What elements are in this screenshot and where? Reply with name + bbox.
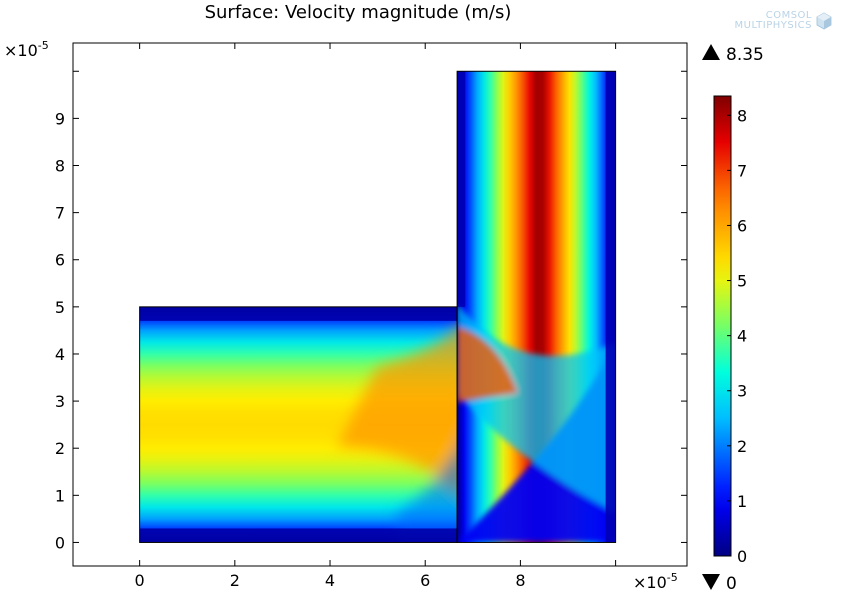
y-tick-label: 0 xyxy=(55,533,65,552)
top-wall-layer xyxy=(139,306,458,321)
y-tick-label: 7 xyxy=(55,204,65,223)
x-tick-label: 4 xyxy=(325,571,335,590)
y-tick-label: 2 xyxy=(55,439,65,458)
flow-bend-band xyxy=(337,328,458,543)
right-wall-layer xyxy=(605,71,616,543)
x-scale-exponent: -5 xyxy=(667,571,678,584)
colorbar-tick-label: 6 xyxy=(737,216,747,235)
vertical-blend xyxy=(457,302,616,543)
colorbar-tick-label: 2 xyxy=(737,437,747,456)
x-tick-label: 6 xyxy=(420,571,430,590)
y-tick-label: 5 xyxy=(55,298,65,317)
low-velocity-corner xyxy=(457,342,616,543)
colorbar-tick-label: 3 xyxy=(737,382,747,401)
vertical-channel-outline xyxy=(456,70,617,543)
y-scale-multiplier: ×10-5 xyxy=(4,39,49,60)
x-tick-label: 8 xyxy=(515,571,525,590)
logo-line-1: COMSOL xyxy=(765,10,812,21)
y-tick-label: 3 xyxy=(55,392,65,411)
x-scale-base: ×10 xyxy=(633,573,667,592)
colorbar-tick-label: 8 xyxy=(737,106,747,125)
max-triangle-icon xyxy=(702,44,720,60)
y-scale-base: ×10 xyxy=(4,41,38,60)
y-tick-label: 9 xyxy=(55,109,65,128)
y-scale-exponent: -5 xyxy=(38,39,49,52)
bottom-wall-layer xyxy=(139,528,458,543)
bend-band-2 xyxy=(397,446,458,543)
colorbar xyxy=(713,95,732,557)
bend-band-1 xyxy=(337,328,458,493)
x-tick-label: 0 xyxy=(135,571,145,590)
y-tick-label: 6 xyxy=(55,251,65,270)
logo-line-2: MULTIPHYSICS xyxy=(734,20,812,31)
vertical-channel-field xyxy=(457,71,616,543)
horizontal-channel-field xyxy=(139,306,458,543)
colorbar-tick-label: 4 xyxy=(737,327,747,346)
colorbar-tick-label: 0 xyxy=(737,547,747,566)
inner-corner-jet xyxy=(457,326,518,403)
y-tick-label: 4 xyxy=(55,345,65,364)
colorbar-max-label: 8.35 xyxy=(726,45,764,65)
colorbar-min-label: 0 xyxy=(726,574,737,594)
y-tick-label: 8 xyxy=(55,157,65,176)
x-scale-multiplier: ×10-5 xyxy=(633,571,678,592)
comsol-cube-icon xyxy=(816,12,832,30)
colorbar-tick-label: 1 xyxy=(737,492,747,511)
plot-title: Surface: Velocity magnitude (m/s) xyxy=(204,2,512,23)
colorbar-tick-label: 5 xyxy=(737,272,747,291)
comsol-logo: COMSOL MULTIPHYSICS xyxy=(716,10,836,36)
min-triangle-icon xyxy=(702,574,720,590)
left-wall-layer xyxy=(457,71,466,307)
y-tick-label: 1 xyxy=(55,486,65,505)
colorbar-tick-label: 7 xyxy=(737,161,747,180)
x-tick-label: 2 xyxy=(230,571,240,590)
